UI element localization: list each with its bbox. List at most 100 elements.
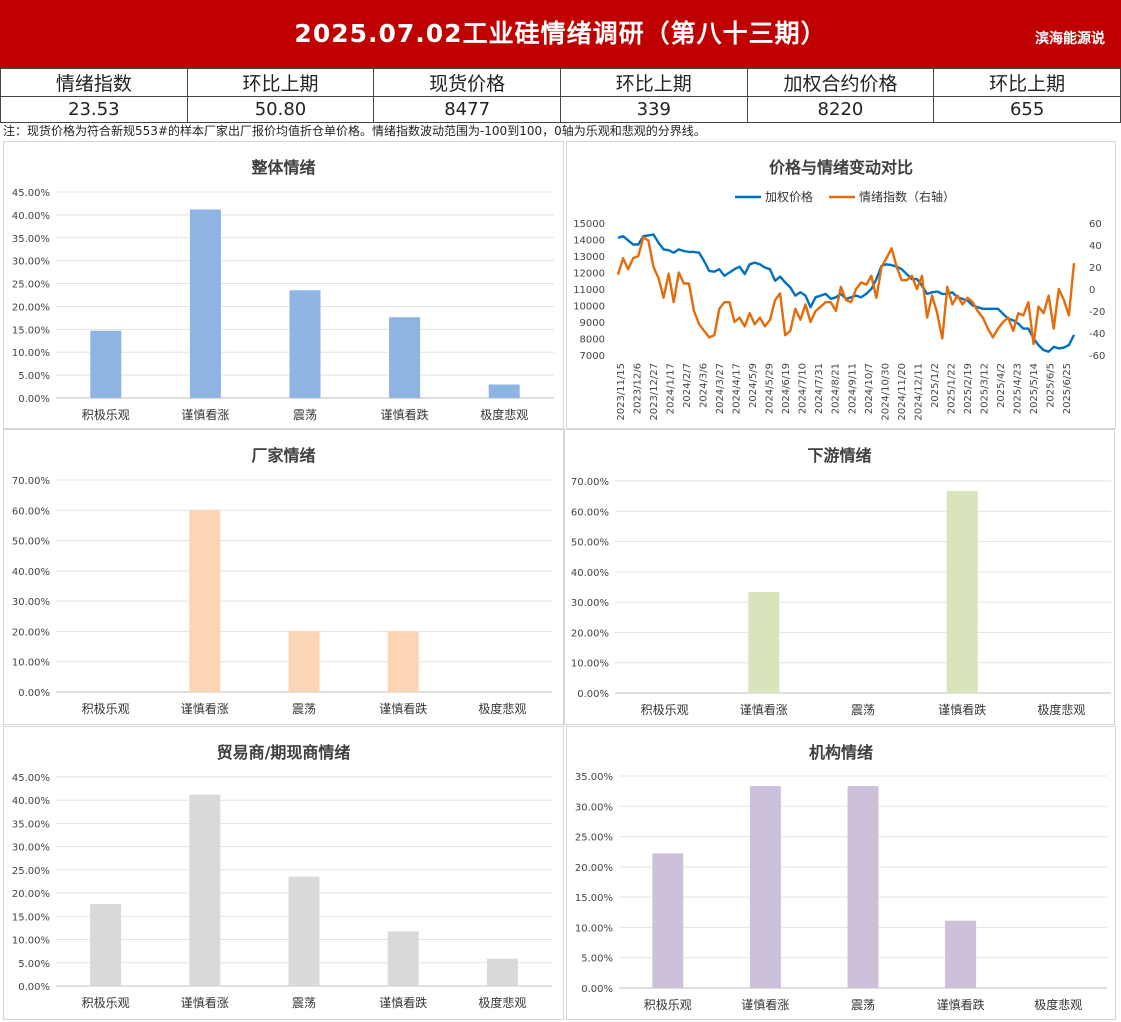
x-tick-label: 2024/9/11 [847, 363, 858, 414]
bar [488, 384, 520, 398]
summary-value-sentiment-index: 23.53 [0, 96, 188, 123]
y-right-tick-label: -40 [1089, 329, 1105, 340]
y-tick-label: 15.00% [575, 893, 613, 904]
x-tick-label: 2024/3/6 [699, 363, 710, 408]
chart-institution-svg: 0.00% 5.00% 10.00% 15.00% 20.00% 25.00% 30.00%… [575, 772, 1107, 1012]
y-tick-label: 15.00% [12, 912, 50, 923]
y-tick-label: 10.00% [571, 659, 609, 670]
summary-value-spot-change: 339 [559, 96, 748, 123]
x-tick-label: 2025/6/25 [1062, 363, 1073, 414]
summary-value-weighted-price: 8220 [746, 96, 935, 123]
summary-header-spot-change: 环比上期 [559, 68, 748, 97]
chart-institution-title: 机构情绪 [808, 743, 873, 762]
y-tick-label: 45.00% [12, 188, 50, 199]
y-left-tick-label: 8000 [580, 335, 605, 346]
x-tick-label: 2024/5/9 [748, 363, 759, 408]
chart-price-sentiment-title: 价格与情绪变动对比 [768, 158, 913, 177]
y-tick-label: 0.00% [18, 982, 50, 993]
y-tick-label: 60.00% [571, 507, 609, 518]
y-tick-label: 40.00% [12, 211, 50, 222]
x-tick-label: 2023/11/15 [616, 363, 627, 421]
summary-value-spot-price: 8477 [373, 96, 561, 123]
x-tick-label: 2024/5/29 [765, 363, 776, 414]
x-tick-label: 谨慎看涨 [181, 995, 229, 1010]
x-tick-label: 2025/1/2 [930, 363, 941, 408]
brand-label: 滨海能源说 [1035, 31, 1105, 47]
x-tick-label: 谨慎看涨 [181, 701, 229, 716]
x-tick-label: 积极乐观 [641, 703, 689, 717]
y-tick-label: 25.00% [12, 866, 50, 877]
chart-downstream-panel: 下游情绪 0.00% 10.00% 20.00% 30.00% 40.00% 50.00%… [564, 429, 1115, 725]
footnote: 注：现货价格为符合新规553#的样本厂家出厂报价均值折仓单价格。情绪指数波动范围… [3, 124, 706, 138]
y-tick-label: 45.00% [12, 773, 50, 784]
x-tick-label: 积极乐观 [644, 998, 692, 1012]
x-tick-label: 震荡 [293, 408, 317, 422]
x-tick-label: 谨慎看跌 [379, 995, 427, 1010]
chart-trader-title: 贸易商/期现商情绪 [216, 743, 351, 762]
x-tick-label: 2023/12/6 [633, 363, 644, 414]
y-left-tick-label: 12000 [573, 269, 605, 280]
x-tick-label: 谨慎看涨 [741, 997, 789, 1012]
chart-factory-svg: 0.00% 10.00% 20.00% 30.00% 40.00% 50.00% 60.00… [12, 476, 552, 716]
x-tick-label: 极度悲观 [480, 407, 528, 422]
y-tick-label: 15.00% [12, 325, 50, 336]
bar [189, 510, 221, 692]
summary-header-weighted-change: 环比上期 [933, 68, 1121, 97]
y-tick-label: 0.00% [577, 689, 609, 700]
y-tick-label: 20.00% [12, 627, 50, 638]
chart-overall-panel: 整体情绪 0.00% 5.00% 10.00% 15.00% 20.00% 25.00% 3… [3, 141, 564, 429]
bar [847, 786, 879, 988]
x-tick-label: 谨慎看涨 [181, 407, 229, 422]
y-tick-label: 10.00% [575, 923, 613, 934]
x-tick-label: 2024/10/7 [864, 363, 875, 414]
chart-institution-panel: 机构情绪 0.00% 5.00% 10.00% 15.00% 20.00% 25.00% 3… [566, 726, 1116, 1020]
bar [945, 920, 977, 988]
chart-downstream-svg: 0.00% 10.00% 20.00% 30.00% 40.00% 50.00% 60.00… [571, 477, 1111, 717]
x-tick-label: 2025/4/2 [996, 363, 1007, 408]
y-left-tick-label: 14000 [573, 236, 605, 247]
bar [189, 794, 221, 986]
x-tick-label: 2025/3/12 [979, 363, 990, 414]
y-tick-label: 10.00% [12, 936, 50, 947]
x-tick-label: 2024/3/27 [715, 363, 726, 414]
y-tick-label: 40.00% [12, 567, 50, 578]
chart-price-sentiment-svg: 7000 8000 9000 10000 11000 12000 13000 14000 150… [573, 189, 1105, 421]
y-tick-label: 70.00% [571, 477, 609, 488]
y-tick-label: 30.00% [12, 843, 50, 854]
page-title: 2025.07.02工业硅情绪调研（第八十三期） [294, 19, 827, 48]
y-tick-label: 30.00% [12, 597, 50, 608]
y-right-tick-label: 20 [1089, 263, 1102, 274]
y-left-tick-label: 9000 [580, 318, 605, 329]
y-tick-label: 30.00% [575, 802, 613, 813]
summary-header-spot-price: 现货价格 [373, 68, 561, 97]
y-tick-label: 50.00% [12, 537, 50, 548]
y-tick-label: 40.00% [571, 568, 609, 579]
chart-trader-panel: 贸易商/期现商情绪 0.00% 5.00% 10.00% 15.00% 20.00% 25… [3, 726, 564, 1020]
y-tick-label: 30.00% [12, 257, 50, 268]
y-tick-label: 60.00% [12, 506, 50, 517]
chart-overall-svg: 0.00% 5.00% 10.00% 15.00% 20.00% 25.00% 30.00%… [12, 188, 554, 422]
x-tick-label: 谨慎看跌 [381, 407, 429, 422]
bar [389, 317, 421, 398]
bar [652, 853, 684, 988]
bar [486, 958, 518, 986]
x-tick-label: 2023/12/27 [649, 363, 660, 421]
x-tick-label: 极度悲观 [478, 701, 526, 716]
x-tick-label: 2025/1/22 [946, 363, 957, 414]
y-tick-label: 20.00% [12, 889, 50, 900]
y-tick-label: 35.00% [12, 234, 50, 245]
x-tick-label: 2024/8/21 [831, 363, 842, 414]
x-tick-label: 极度悲观 [1037, 702, 1085, 717]
x-tick-label: 谨慎看涨 [740, 702, 788, 717]
x-tick-label: 2024/12/11 [913, 363, 924, 421]
x-tick-label: 2024/11/20 [897, 363, 908, 421]
x-tick-label: 2025/4/23 [1012, 363, 1023, 414]
bar [748, 592, 780, 693]
bar [288, 631, 320, 692]
legend-label: 情绪指数（右轴） [859, 189, 955, 204]
y-tick-label: 35.00% [12, 819, 50, 830]
y-left-tick-label: 11000 [573, 285, 605, 296]
y-right-tick-label: 60 [1089, 219, 1102, 230]
summary-table: 情绪指数 环比上期 现货价格 环比上期 加权合约价格 环比上期 23.53 50… [0, 68, 1121, 123]
bar [90, 330, 122, 398]
